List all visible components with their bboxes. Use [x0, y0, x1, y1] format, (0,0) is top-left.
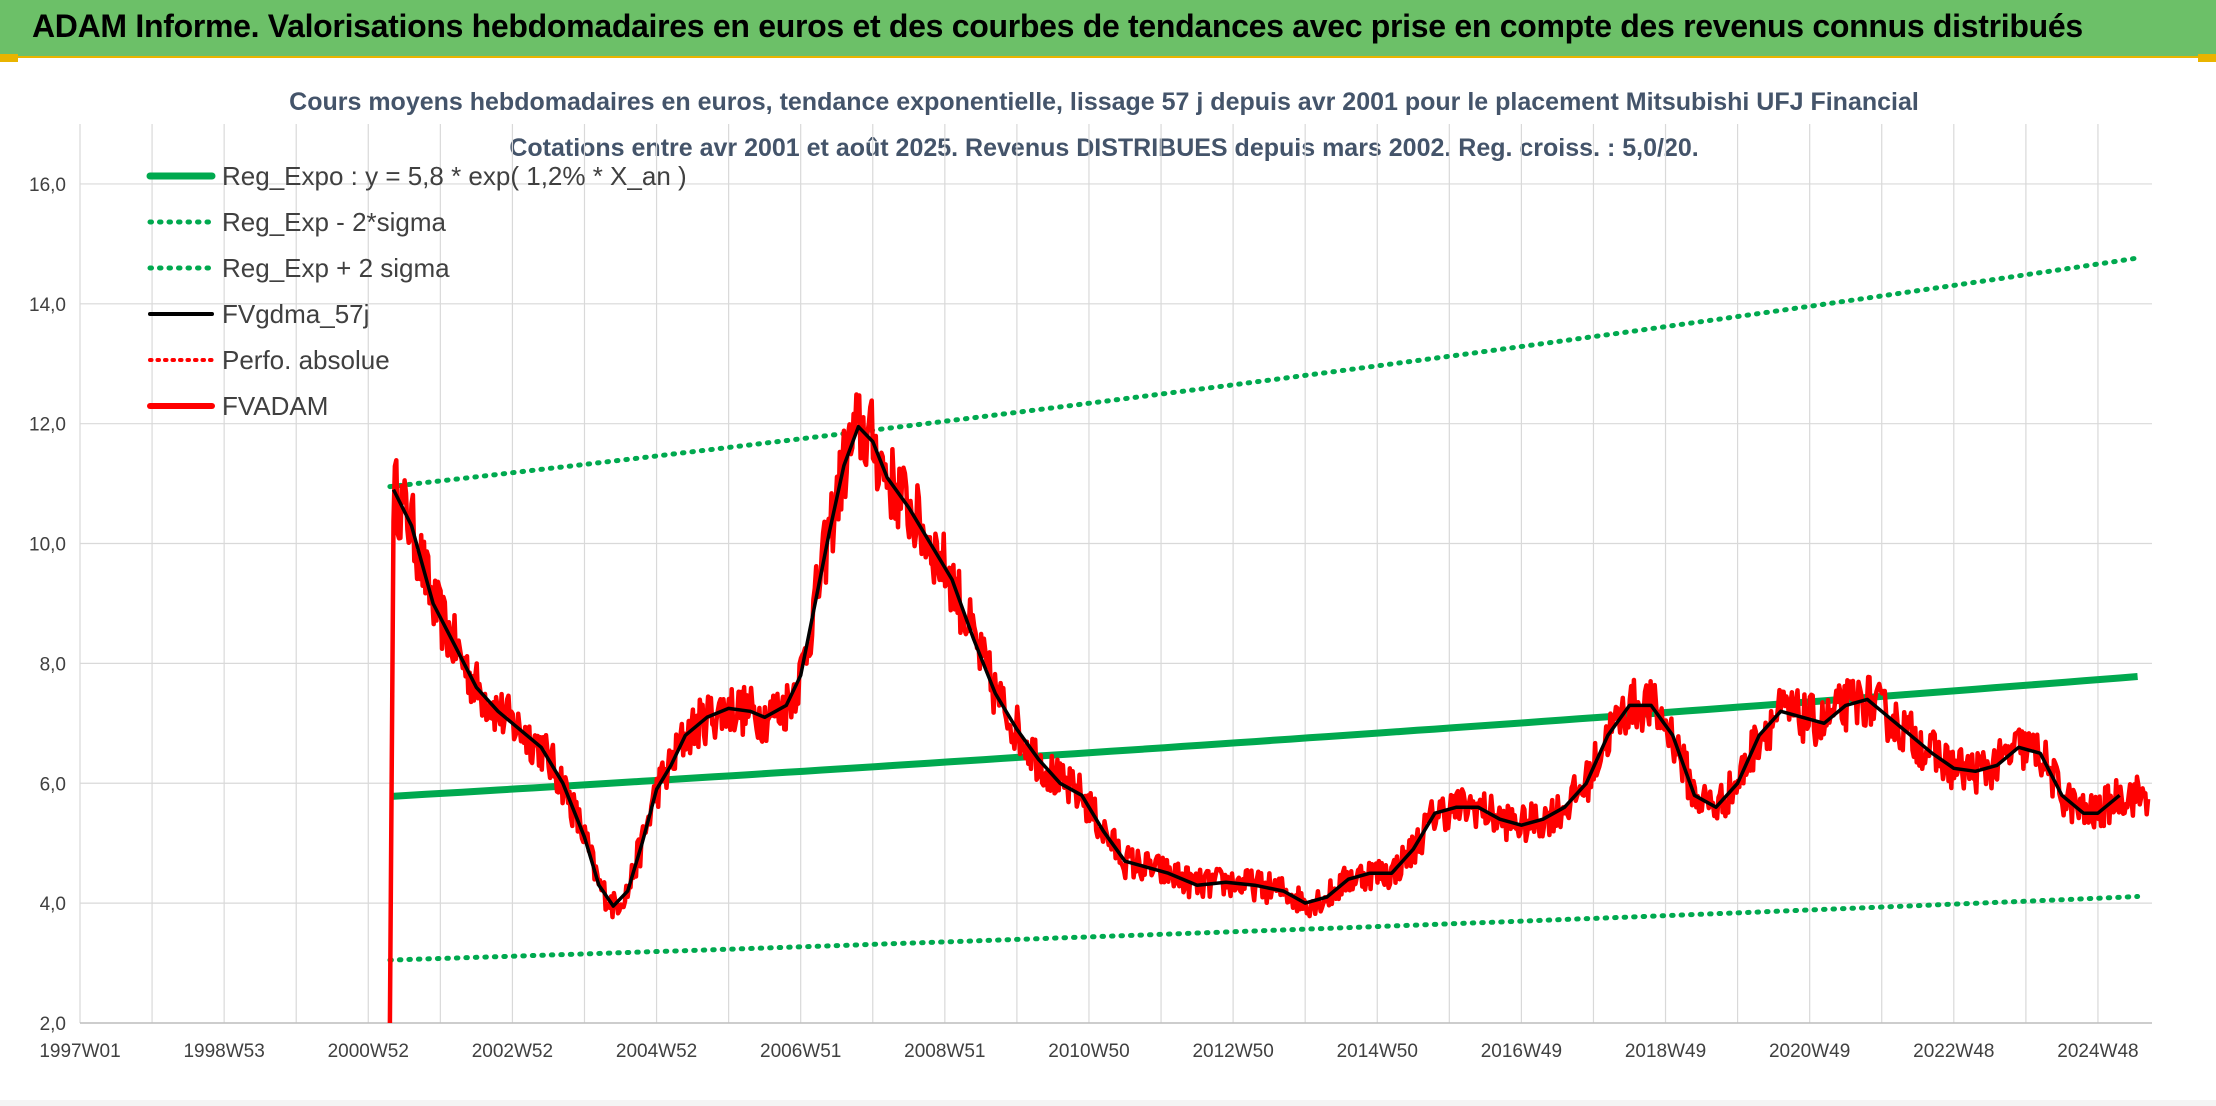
x-tick-label: 2014W50: [1337, 1041, 1418, 1062]
y-tick-label: 2,0: [40, 1014, 66, 1035]
x-tick-label: 1998W53: [183, 1041, 264, 1062]
x-tick-label: 2012W50: [1192, 1041, 1273, 1062]
y-tick-label: 8,0: [40, 654, 66, 675]
chart-legend: Reg_Expo : y = 5,8 * exp( 1,2% * X_an ) R…: [146, 161, 687, 421]
x-tick-label: 2000W52: [328, 1041, 409, 1062]
y-tick-label: 12,0: [29, 415, 66, 436]
x-tick-label: 2022W48: [1913, 1041, 1994, 1062]
legend-label: Reg_Exp - 2*sigma: [222, 207, 447, 237]
y-tick-label: 6,0: [40, 774, 66, 795]
legend-reg-exp-minus: Reg_Exp - 2*sigma: [147, 207, 447, 237]
x-tick-label: 2010W50: [1048, 1041, 1129, 1062]
chart-series: [387, 255, 2151, 1024]
x-tick-label: 2006W51: [760, 1041, 841, 1062]
legend-label: Perfo. absolue: [222, 345, 390, 375]
x-tick-label: 2016W49: [1481, 1041, 1562, 1062]
report-title: ADAM Informe. Valorisations hebdomadaire…: [32, 8, 2083, 44]
series-reg-exp-minus-2sigma: [387, 894, 2141, 963]
legend-perfo-absolue: Perfo. absolue: [148, 345, 390, 375]
chart-subtitle: Cotations entre avr 2001 et août 2025. R…: [509, 134, 1698, 162]
legend-label: FVADAM: [222, 391, 328, 421]
chart-title: Cours moyens hebdomadaires en euros, ten…: [289, 88, 1919, 116]
x-tick-label: 2024W48: [2057, 1041, 2138, 1062]
price-chart: Cours moyens hebdomadaires en euros, ten…: [29, 88, 2152, 1062]
x-tick-label: 1997W01: [39, 1041, 120, 1062]
x-tick-label: 2020W49: [1769, 1041, 1850, 1062]
series-fvgdma-57j: [391, 424, 2121, 908]
corner-marker-left: [0, 54, 18, 62]
legend-label: Reg_Exp + 2 sigma: [222, 253, 450, 283]
legend-fvgdma: FVgdma_57j: [148, 299, 369, 329]
report-banner: ADAM Informe. Valorisations hebdomadaire…: [0, 0, 2216, 58]
x-tick-label: 2018W49: [1625, 1041, 1706, 1062]
legend-label: Reg_Expo : y = 5,8 * exp( 1,2% * X_an ): [222, 161, 687, 191]
series-reg-exp-plus-2sigma: [387, 255, 2141, 490]
y-tick-label: 16,0: [29, 175, 66, 196]
y-tick-label: 14,0: [29, 295, 66, 316]
series-fvadam: [387, 392, 2151, 1024]
chart-axes: 2,0 4,0 6,0 8,0 10,0 12,0 14,0 16,0 1997W01 1998W…: [29, 175, 2152, 1062]
legend-label: FVgdma_57j: [222, 299, 369, 329]
x-tick-label: 2002W52: [472, 1041, 553, 1062]
x-tick-label: 2004W52: [616, 1041, 697, 1062]
legend-fvadam: FVADAM: [147, 391, 328, 421]
bottom-strip: [0, 1100, 2216, 1106]
x-tick-label: 2008W51: [904, 1041, 985, 1062]
legend-reg-exp-plus: Reg_Exp + 2 sigma: [147, 253, 450, 283]
y-tick-label: 4,0: [40, 894, 66, 915]
corner-marker-right: [2198, 54, 2216, 62]
legend-reg-expo: Reg_Expo : y = 5,8 * exp( 1,2% * X_an ): [146, 161, 687, 191]
y-tick-label: 10,0: [29, 535, 66, 556]
